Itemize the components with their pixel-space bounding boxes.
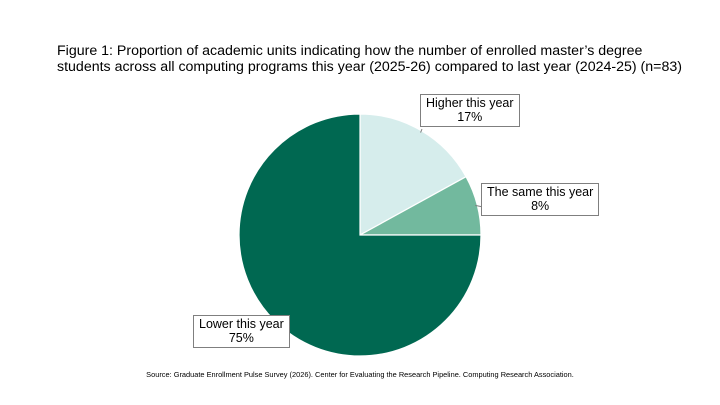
callout-lower: Lower this year 75% (193, 315, 290, 348)
callout-higher: Higher this year 17% (420, 94, 520, 127)
slice-label-lower: Lower this year (199, 317, 284, 331)
slice-value-lower: 75% (228, 331, 254, 345)
chart-title-line-2: students across all computing programs t… (57, 59, 682, 75)
chart-title-line-1: Figure 1: Proportion of academic units i… (57, 43, 643, 59)
callout-same: The same this year 8% (481, 183, 600, 216)
slice-value-same: 8% (531, 199, 550, 213)
slice-value-higher: 17% (457, 110, 483, 124)
leader-line-higher (420, 128, 423, 133)
slice-label-same: The same this year (487, 185, 594, 199)
chart-title: Figure 1: Proportion of academic units i… (57, 43, 697, 75)
source-note: Source: Graduate Enrollment Pulse Survey… (146, 370, 574, 379)
slice-label-higher: Higher this year (426, 96, 514, 110)
